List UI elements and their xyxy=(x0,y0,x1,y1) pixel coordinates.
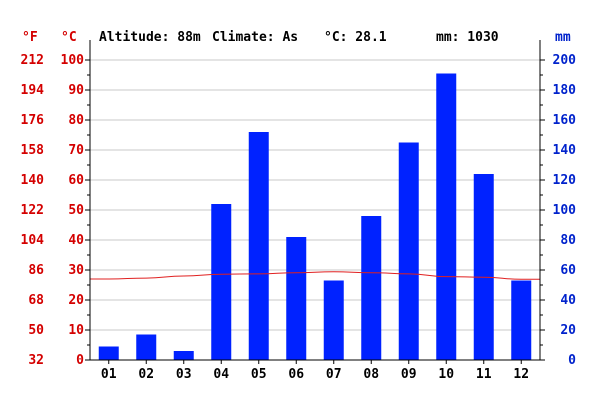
month-tick-label: 10 xyxy=(438,367,454,382)
annual-temperature-label: °C: 28.1 xyxy=(324,30,387,45)
precipitation-bar xyxy=(511,280,532,360)
celsius-tick-label: 100 xyxy=(61,53,85,68)
precipitation-bar xyxy=(211,204,232,360)
mm-tick-label: 200 xyxy=(553,53,577,68)
mm-tick-label: 100 xyxy=(553,203,577,218)
celsius-tick-label: 40 xyxy=(68,233,84,248)
axes xyxy=(85,40,545,364)
precipitation-bar xyxy=(436,73,457,360)
precipitation-bars xyxy=(98,73,532,360)
month-tick-label: 12 xyxy=(513,367,529,382)
celsius-tick-label: 10 xyxy=(68,323,84,338)
fahrenheit-axis-title: °F xyxy=(22,30,38,45)
precipitation-bar xyxy=(323,280,344,360)
celsius-tick-label: 20 xyxy=(68,293,84,308)
precipitation-bar xyxy=(248,132,269,360)
fahrenheit-tick-label: 50 xyxy=(28,323,44,338)
month-tick-label: 02 xyxy=(138,367,154,382)
celsius-tick-label: 90 xyxy=(68,83,84,98)
celsius-tick-label: 30 xyxy=(68,263,84,278)
grid-lines xyxy=(90,59,540,331)
month-tick-label: 04 xyxy=(213,367,229,382)
mm-tick-label: 0 xyxy=(568,353,576,368)
precipitation-bar xyxy=(361,216,382,360)
altitude-label: Altitude: 88m xyxy=(99,30,201,45)
mm-tick-label: 140 xyxy=(553,143,577,158)
mm-tick-label: 160 xyxy=(553,113,577,128)
fahrenheit-tick-label: 86 xyxy=(28,263,44,278)
month-tick-label: 03 xyxy=(176,367,192,382)
precipitation-bar xyxy=(473,174,494,360)
celsius-tick-label: 70 xyxy=(68,143,84,158)
fahrenheit-tick-label: 212 xyxy=(21,53,44,68)
fahrenheit-tick-label: 32 xyxy=(28,353,44,368)
fahrenheit-tick-label: 176 xyxy=(21,113,45,128)
precipitation-bar xyxy=(173,351,194,360)
fahrenheit-tick-label: 158 xyxy=(21,143,45,158)
precipitation-bar xyxy=(98,346,119,360)
mm-tick-label: 120 xyxy=(553,173,577,188)
climate-label: Climate: As xyxy=(212,30,298,45)
month-tick-label: 06 xyxy=(288,367,304,382)
tick-labels: 0 32 10 50 20 68 30 86 40 104 50 122 60 140 70 158 80 176… xyxy=(21,53,577,382)
mm-tick-label: 40 xyxy=(560,293,576,308)
mm-axis-title: mm xyxy=(555,30,571,45)
month-tick-label: 07 xyxy=(326,367,342,382)
celsius-tick-label: 50 xyxy=(68,203,84,218)
celsius-tick-label: 0 xyxy=(76,353,84,368)
mm-tick-label: 20 xyxy=(560,323,576,338)
fahrenheit-tick-label: 68 xyxy=(28,293,44,308)
annual-precipitation-label: mm: 1030 xyxy=(436,30,499,45)
celsius-axis-title: °C xyxy=(61,30,77,45)
precipitation-bar xyxy=(398,142,419,360)
precipitation-bar xyxy=(286,237,307,360)
month-tick-label: 11 xyxy=(476,367,492,382)
temperature-line xyxy=(90,271,540,280)
celsius-tick-label: 80 xyxy=(68,113,84,128)
month-tick-label: 09 xyxy=(401,367,417,382)
fahrenheit-tick-label: 122 xyxy=(21,203,44,218)
mm-tick-label: 80 xyxy=(560,233,576,248)
fahrenheit-tick-label: 140 xyxy=(21,173,45,188)
mm-tick-label: 60 xyxy=(560,263,576,278)
fahrenheit-tick-label: 104 xyxy=(21,233,45,248)
celsius-tick-label: 60 xyxy=(68,173,84,188)
month-tick-label: 01 xyxy=(101,367,117,382)
month-tick-label: 05 xyxy=(251,367,267,382)
precipitation-bar xyxy=(136,334,157,360)
mm-tick-label: 180 xyxy=(553,83,577,98)
fahrenheit-tick-label: 194 xyxy=(21,83,45,98)
temperature-line-group xyxy=(90,271,540,280)
month-tick-label: 08 xyxy=(363,367,379,382)
